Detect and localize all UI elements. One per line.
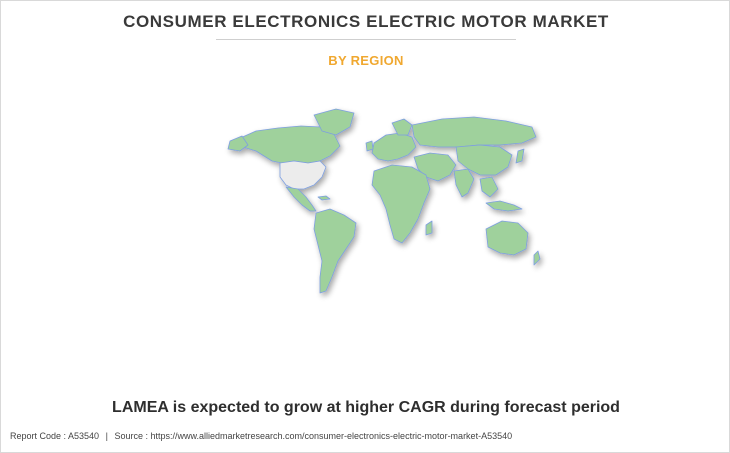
region-africa: [371, 164, 431, 244]
footer-separator: |: [105, 431, 108, 441]
region-alaska: [227, 135, 249, 152]
region-indonesia: [485, 200, 523, 212]
region-australia: [485, 220, 529, 256]
region-russia: [411, 116, 537, 148]
region-uk: [365, 140, 374, 152]
region-china: [455, 144, 513, 176]
region-new-zealand: [533, 250, 541, 266]
map-caption: LAMEA is expected to grow at higher CAGR…: [112, 399, 620, 416]
world-map: [216, 101, 556, 311]
title-divider: [216, 39, 516, 40]
page-subtitle: BY REGION: [328, 53, 404, 68]
report-code: Report Code : A53540: [10, 431, 100, 441]
region-south-america: [313, 208, 357, 294]
region-southeast-asia: [479, 176, 499, 198]
region-madagascar: [425, 220, 433, 236]
footer: Report Code : A53540 | Source : https://…: [10, 431, 512, 441]
region-scandinavia: [391, 118, 413, 136]
region-japan: [515, 148, 525, 164]
region-caribbean: [317, 195, 331, 201]
region-mexico: [285, 186, 317, 212]
region-united-states: [279, 160, 327, 190]
region-europe: [371, 132, 417, 162]
page-title: CONSUMER ELECTRONICS ELECTRIC MOTOR MARK…: [123, 12, 609, 31]
source-text: Source : https://www.alliedmarketresearc…: [114, 431, 513, 441]
region-india: [453, 168, 475, 198]
region-greenland: [313, 108, 355, 136]
